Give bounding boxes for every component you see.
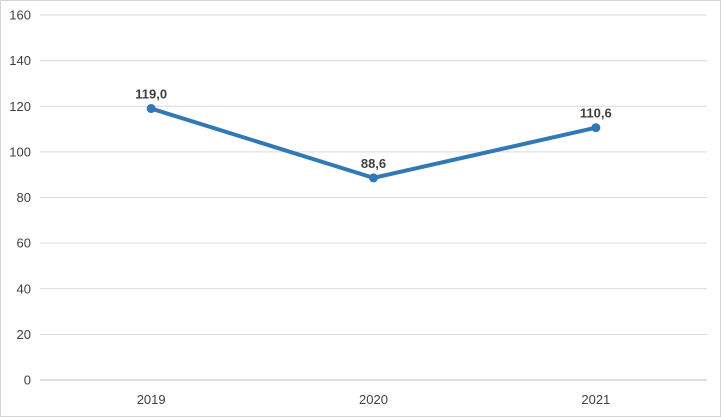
y-tick-label: 100 xyxy=(9,144,31,159)
x-axis-labels-group: 2019 2020 2021 xyxy=(137,392,611,407)
y-tick-label: 160 xyxy=(9,8,31,23)
y-tick-label: 40 xyxy=(17,281,31,296)
data-point-marker xyxy=(591,123,601,133)
data-label: 110,6 xyxy=(580,106,612,121)
y-tick-label: 20 xyxy=(17,327,31,342)
data-point-marker xyxy=(369,173,378,183)
y-tick-label: 60 xyxy=(17,236,31,251)
x-tick-label: 2020 xyxy=(359,392,388,407)
x-tick-label: 2019 xyxy=(137,392,166,407)
series-group xyxy=(146,104,601,183)
y-tick-label: 120 xyxy=(9,99,31,114)
x-tick-label: 2021 xyxy=(581,392,610,407)
data-label: 119,0 xyxy=(135,87,167,102)
y-axis-labels-group: 0 20 40 60 80 100 120 140 160 xyxy=(9,8,31,388)
y-tick-label: 140 xyxy=(9,53,31,68)
data-label: 88,6 xyxy=(361,156,386,171)
data-point-marker xyxy=(146,104,156,114)
gridlines-group xyxy=(40,14,707,381)
data-labels-group: 119,0 88,6 110,6 xyxy=(135,87,611,171)
y-tick-label: 0 xyxy=(24,373,31,388)
y-tick-label: 80 xyxy=(17,190,31,205)
